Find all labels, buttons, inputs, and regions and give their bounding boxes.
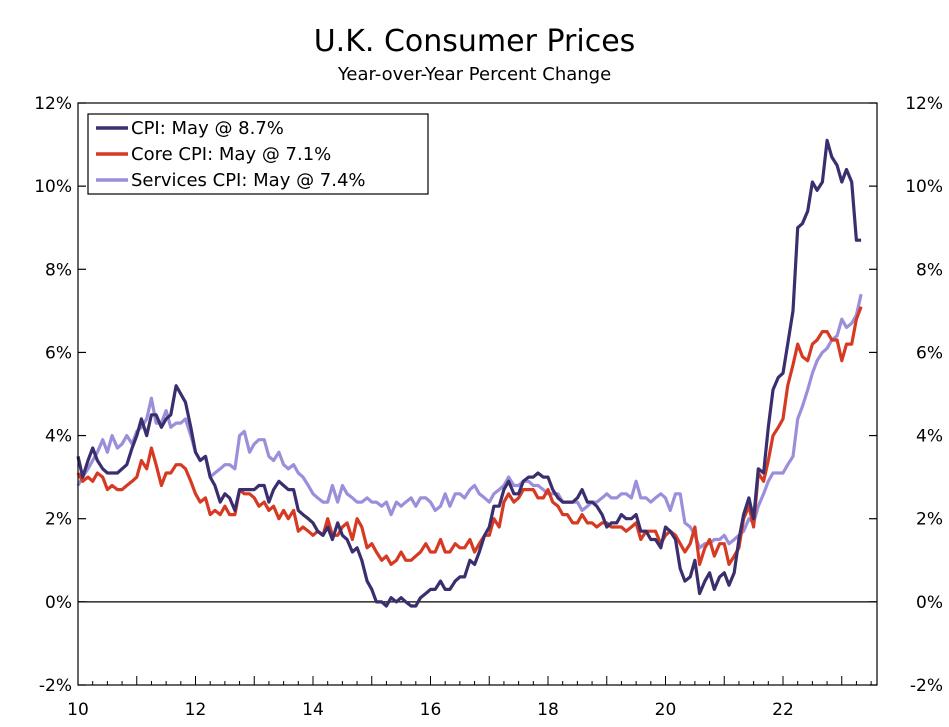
x-tick-label: 14 bbox=[302, 700, 324, 720]
legend: CPI: May @ 8.7% Core CPI: May @ 7.1% Servi… bbox=[87, 113, 429, 195]
y-tick-label-left: 10% bbox=[34, 177, 72, 197]
x-tick-label: 10 bbox=[67, 700, 89, 720]
chart-subtitle: Year-over-Year Percent Change bbox=[337, 64, 612, 85]
x-tick-label: 12 bbox=[185, 700, 207, 720]
x-tick-label: 16 bbox=[420, 700, 442, 720]
y-tick-label-right: 10% bbox=[905, 177, 943, 197]
legend-label-1: Core CPI: May @ 7.1% bbox=[131, 144, 331, 165]
y-tick-label-right: 8% bbox=[916, 260, 943, 280]
y-tick-label-left: 8% bbox=[45, 260, 72, 280]
y-tick-label-right: -2% bbox=[910, 676, 943, 696]
series-line-1 bbox=[76, 306, 863, 566]
y-tick-label-left: 12% bbox=[34, 94, 72, 114]
y-tick-label-right: 2% bbox=[916, 510, 943, 530]
ticks-layer: -2% -2% 0% 0% 2% 2% 4% 4% 6% 6% 8% 8% 10% 10% 12% 12% 10… bbox=[34, 94, 943, 720]
y-tick-label-right: 12% bbox=[905, 94, 943, 114]
legend-box bbox=[87, 113, 429, 195]
legend-label-0: CPI: May @ 8.7% bbox=[131, 118, 284, 139]
x-tick-label: 22 bbox=[772, 700, 794, 720]
y-tick-label-right: 6% bbox=[916, 343, 943, 363]
chart-title: U.K. Consumer Prices bbox=[313, 24, 636, 59]
y-tick-label-right: 4% bbox=[916, 427, 943, 447]
x-tick-label: 18 bbox=[537, 700, 559, 720]
plot-frame bbox=[77, 102, 878, 686]
y-tick-label-left: 2% bbox=[45, 510, 72, 530]
legend-label-2: Services CPI: May @ 7.4% bbox=[131, 170, 366, 191]
y-tick-label-right: 0% bbox=[916, 593, 943, 613]
y-tick-label-left: -2% bbox=[39, 676, 72, 696]
x-tick-label: 20 bbox=[655, 700, 677, 720]
series-layer bbox=[76, 138, 863, 608]
y-tick-label-left: 0% bbox=[45, 593, 72, 613]
series-line-0 bbox=[76, 138, 862, 608]
y-tick-label-left: 4% bbox=[45, 427, 72, 447]
y-tick-label-left: 6% bbox=[45, 343, 72, 363]
